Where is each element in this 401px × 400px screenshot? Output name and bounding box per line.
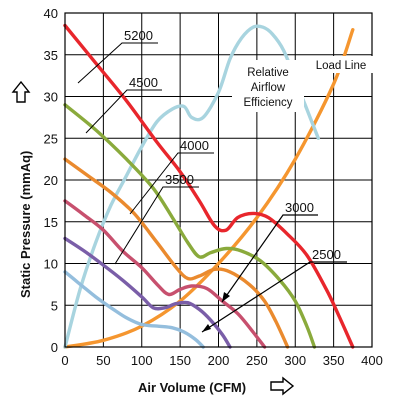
y-tick-label: 25 bbox=[44, 131, 58, 146]
x-tick-label: 400 bbox=[361, 353, 383, 368]
x-axis-title: Air Volume (CFM) bbox=[138, 380, 246, 395]
y-tick-label: 30 bbox=[44, 90, 58, 105]
leader-3500 bbox=[114, 186, 199, 265]
label-3000: 3000 bbox=[285, 200, 314, 215]
load-line-label: Load Line bbox=[316, 60, 367, 72]
x-tick-label: 250 bbox=[246, 353, 268, 368]
x-tick-label: 50 bbox=[96, 353, 110, 368]
label-2500: 2500 bbox=[312, 247, 341, 262]
x-tick-label: 200 bbox=[208, 353, 230, 368]
y-tick-label: 10 bbox=[44, 257, 58, 272]
series-line-3000 bbox=[63, 236, 232, 349]
y-axis-title: Static Pressure (mmAq) bbox=[18, 151, 33, 298]
leader-3000 bbox=[221, 214, 318, 303]
x-tick-label: 150 bbox=[169, 353, 191, 368]
series-line-5200 bbox=[63, 23, 355, 349]
y-tick-label: 15 bbox=[44, 215, 58, 230]
series-line-4000 bbox=[63, 157, 290, 349]
series-line-load-line bbox=[63, 28, 355, 349]
efficiency-label-line2: Airflow bbox=[251, 82, 286, 94]
efficiency-label-line1: Relative bbox=[247, 67, 289, 79]
y-tick-label: 0 bbox=[51, 340, 58, 355]
series-line-4500 bbox=[63, 103, 317, 349]
series-line-3500 bbox=[63, 199, 267, 349]
x-tick-label: 350 bbox=[323, 353, 345, 368]
y-tick-label: 40 bbox=[44, 6, 58, 21]
y-tick-label: 35 bbox=[44, 48, 58, 63]
label-4500: 4500 bbox=[129, 75, 158, 90]
series-line-2500 bbox=[63, 270, 205, 349]
label-4000: 4000 bbox=[180, 138, 209, 153]
efficiency-label-line3: Efficiency bbox=[243, 97, 292, 109]
efficiency-label-bg bbox=[232, 60, 304, 112]
plot-frame bbox=[64, 12, 373, 348]
arrowheads bbox=[202, 292, 230, 332]
x-tick-label: 300 bbox=[284, 353, 306, 368]
label-underlines bbox=[124, 42, 347, 263]
label-3500: 3500 bbox=[165, 172, 194, 187]
series-lines bbox=[63, 23, 355, 349]
arrowhead-2500 bbox=[202, 324, 211, 332]
load-line-label-bg bbox=[310, 56, 374, 73]
y-tick-label: 5 bbox=[51, 298, 58, 313]
y-axis-arrow-icon bbox=[11, 80, 31, 103]
x-tick-label: 0 bbox=[61, 353, 68, 368]
label-5200: 5200 bbox=[124, 28, 153, 43]
x-axis-arrow-icon bbox=[270, 376, 295, 396]
y-tick-label: 20 bbox=[44, 173, 58, 188]
x-tick-label: 100 bbox=[131, 353, 153, 368]
arrowhead-3000 bbox=[222, 292, 230, 302]
